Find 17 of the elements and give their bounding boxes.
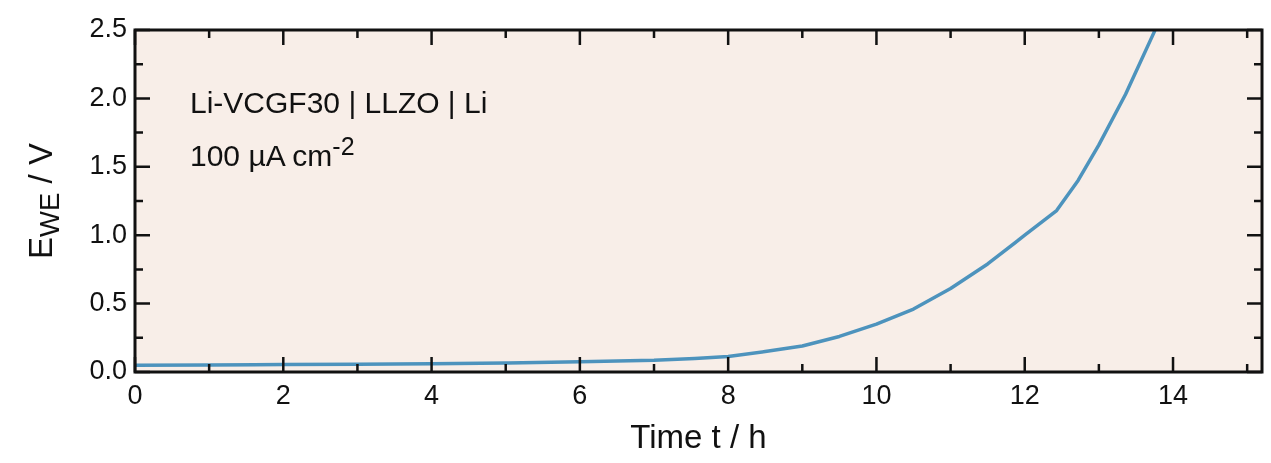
x-tick-label: 12 xyxy=(1009,379,1040,410)
x-tick-label: 2 xyxy=(275,379,291,410)
annotation: Li-VCGF30 | LLZO | Li xyxy=(190,86,488,120)
y-tick-label: 2.0 xyxy=(89,81,127,112)
x-tick-label: 6 xyxy=(572,379,588,410)
x-axis-title: Time t / h xyxy=(629,418,768,456)
x-tick-label: 8 xyxy=(720,379,736,410)
x-tick-label: 14 xyxy=(1158,379,1189,410)
y-tick-label: 2.5 xyxy=(89,13,127,44)
y-tick-label: 0.5 xyxy=(89,287,127,318)
x-tick-label: 4 xyxy=(424,379,440,410)
x-tick-label: 0 xyxy=(127,379,143,410)
annotation: 100 µA cm$^{-2}$ xyxy=(190,132,355,173)
y-tick-label: 1.5 xyxy=(89,150,127,181)
y-tick-label: 1.0 xyxy=(89,218,127,249)
y-tick-label: 0.0 xyxy=(89,355,127,386)
x-tick-label: 10 xyxy=(861,379,892,410)
